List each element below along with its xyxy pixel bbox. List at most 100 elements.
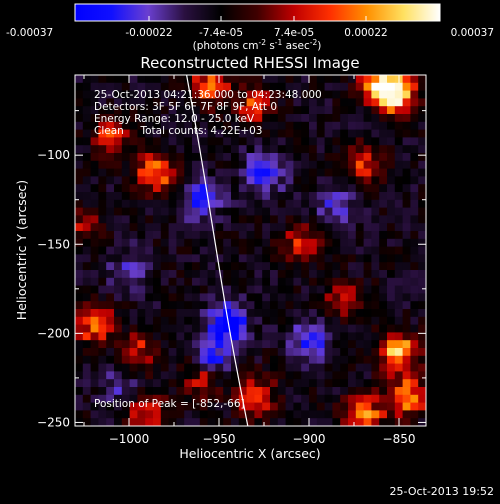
heatmap-cell [82, 231, 92, 240]
heatmap-cell [293, 106, 302, 115]
heatmap-cell [363, 371, 372, 380]
heatmap-cell [75, 355, 84, 365]
colorbar-tick-label: -0.00022 [125, 27, 172, 39]
heatmap-cell [246, 121, 255, 131]
heatmap-cell [192, 402, 201, 411]
heatmap-cell [114, 293, 123, 302]
heatmap-cell [285, 348, 294, 357]
heatmap-cell [254, 106, 263, 115]
heatmap-cell [316, 418, 326, 426]
heatmap-cell [192, 363, 201, 372]
heatmap-cell [215, 418, 224, 426]
heatmap-cell [176, 293, 185, 302]
heatmap-cell [106, 231, 115, 240]
heatmap-cell [184, 98, 193, 107]
heatmap-cell [145, 192, 154, 201]
heatmap-cell [394, 402, 404, 411]
heatmap-cell [371, 215, 380, 224]
heatmap-cell [82, 402, 92, 411]
heatmap-cell [348, 285, 357, 294]
heatmap-cell [246, 340, 255, 349]
heatmap-cell [160, 246, 170, 255]
heatmap-cell [82, 145, 92, 154]
heatmap-cell [254, 153, 263, 162]
heatmap-cell [106, 254, 115, 263]
heatmap-cell [145, 82, 154, 92]
heatmap-cell [192, 309, 201, 318]
heatmap-cell [371, 153, 380, 162]
heatmap-cell [309, 90, 318, 99]
heatmap-cell [301, 98, 310, 107]
chart-title: Reconstructed RHESSI Image [140, 54, 359, 72]
heatmap-cell [293, 153, 302, 162]
heatmap-cell [285, 137, 294, 146]
heatmap-cell [371, 168, 380, 177]
heatmap-cell [270, 246, 279, 255]
heatmap-cell [324, 207, 333, 216]
heatmap-cell [82, 90, 92, 99]
heatmap-cell [293, 402, 302, 411]
heatmap-cell [410, 309, 419, 318]
heatmap-cell [231, 114, 240, 123]
heatmap-cell [192, 277, 201, 287]
heatmap-cell [348, 215, 357, 224]
heatmap-cell [418, 223, 426, 232]
heatmap-cell [254, 137, 263, 146]
heatmap-cell [106, 176, 115, 185]
heatmap-cell [309, 316, 318, 326]
heatmap-cell [145, 114, 154, 123]
heatmap-cell [277, 301, 287, 310]
heatmap-cell [277, 285, 287, 294]
heatmap-cell [137, 160, 146, 170]
heatmap-cell [192, 285, 201, 294]
heatmap-cell [75, 293, 84, 302]
heatmap-cell [223, 348, 232, 357]
heatmap-cell [145, 246, 154, 255]
heatmap-cell [324, 106, 333, 115]
heatmap-cell [371, 324, 380, 333]
heatmap-cell [246, 231, 255, 240]
heatmap-cell [402, 215, 411, 224]
heatmap-cell [168, 121, 177, 131]
heatmap-cell [387, 160, 396, 170]
heatmap-cell [270, 340, 279, 349]
heatmap-cell [262, 145, 271, 154]
heatmap-cell [90, 301, 99, 310]
heatmap-cell [106, 145, 115, 154]
heatmap-cell [82, 153, 92, 162]
heatmap-cell [98, 184, 107, 193]
heatmap-cell [332, 363, 341, 372]
heatmap-cell [129, 121, 138, 131]
heatmap-cell [231, 394, 240, 404]
heatmap-cell [418, 332, 426, 341]
heatmap-cell [129, 363, 138, 372]
heatmap-cell [246, 402, 255, 411]
heatmap-cell [246, 394, 255, 404]
heatmap-cell [394, 160, 404, 170]
heatmap-cell [98, 238, 107, 248]
heatmap-cell [215, 402, 224, 411]
heatmap-cell [254, 223, 263, 232]
heatmap-cell [246, 106, 255, 115]
heatmap-cell [371, 98, 380, 107]
heatmap-cell [402, 371, 411, 380]
heatmap-cell [270, 402, 279, 411]
heatmap-cell [207, 114, 216, 123]
heatmap-cell [168, 410, 177, 419]
heatmap-cell [254, 316, 263, 326]
heatmap-cell [137, 418, 146, 426]
heatmap-cell [207, 160, 216, 170]
heatmap-cell [114, 160, 123, 170]
heatmap-cell [184, 238, 193, 248]
heatmap-cell [270, 316, 279, 326]
heatmap-cell [176, 324, 185, 333]
heatmap-cell [114, 309, 123, 318]
heatmap-cell [309, 309, 318, 318]
heatmap-cell [277, 332, 287, 341]
heatmap-cell [270, 332, 279, 341]
heatmap-cell [332, 246, 341, 255]
heatmap-cell [176, 137, 185, 146]
heatmap-cell [348, 145, 357, 154]
heatmap-cell [145, 402, 154, 411]
heatmap-cell [246, 168, 255, 177]
